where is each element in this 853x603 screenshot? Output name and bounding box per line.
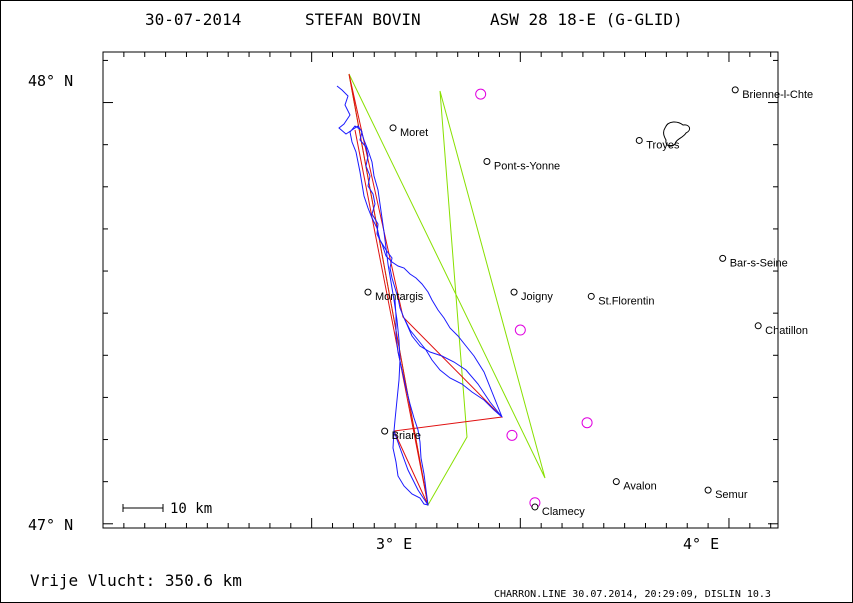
city-label: Bar-s-Seine — [730, 257, 788, 269]
city-label: Moret — [400, 127, 428, 139]
header-pilot: STEFAN BOVIN — [305, 10, 421, 29]
city-marker — [719, 254, 727, 262]
city-label: Brienne-l-Chte — [742, 89, 813, 101]
city-label: Pont-s-Yonne — [494, 161, 560, 173]
city-label: Troyes — [646, 139, 680, 151]
lat-label-47: 47° N — [28, 516, 73, 534]
city-marker — [389, 124, 397, 132]
city-label: St.Florentin — [598, 295, 654, 307]
lake-outline — [663, 121, 691, 147]
lon-label-4: 4° E — [683, 535, 719, 553]
city-marker — [510, 288, 518, 296]
city-marker — [612, 478, 620, 486]
task-leg-extra — [354, 129, 429, 506]
lat-label-48: 48° N — [28, 72, 73, 90]
city-marker — [587, 292, 595, 300]
flight-track-final — [393, 430, 429, 506]
turnpoint-marker — [506, 429, 518, 441]
scale-bar-label: 10 km — [170, 501, 212, 517]
flight-distance: Vrije Vlucht: 350.6 km — [30, 571, 242, 590]
city-label: Avalon — [623, 481, 656, 493]
city-marker — [635, 136, 643, 144]
city-marker — [754, 322, 762, 330]
turnpoint-marker — [475, 88, 487, 100]
axis-ticks — [103, 52, 778, 528]
city-marker — [381, 427, 389, 435]
task-route — [348, 73, 504, 506]
turnpoint-marker — [514, 324, 526, 336]
city-marker — [704, 486, 712, 494]
turnpoint-marker — [581, 417, 593, 429]
city-label: Joigny — [521, 291, 553, 303]
header-glider: ASW 28 18-E (G-GLID) — [490, 10, 683, 29]
city-label: Briare — [392, 430, 421, 442]
map-frame — [102, 51, 779, 529]
credits-line: CHARRON.LINE 30.07.2014, 20:29:09, DISLI… — [494, 589, 771, 600]
cities: Moret Troyes Brienne-l-Chte Pont-s-Yonne Bar… — [364, 86, 813, 518]
city-label: Montargis — [375, 291, 424, 303]
city-label: Clamecy — [542, 506, 585, 518]
flight-track-leg — [404, 319, 503, 418]
flight-track — [336, 85, 503, 506]
city-label: Chatillon — [765, 325, 808, 337]
city-marker — [731, 86, 739, 94]
city-marker — [483, 158, 491, 166]
lon-label-3: 3° E — [376, 535, 412, 553]
city-marker — [531, 503, 539, 511]
city-label: Semur — [715, 489, 748, 501]
city-marker — [364, 288, 372, 296]
header-date: 30-07-2014 — [145, 10, 241, 29]
